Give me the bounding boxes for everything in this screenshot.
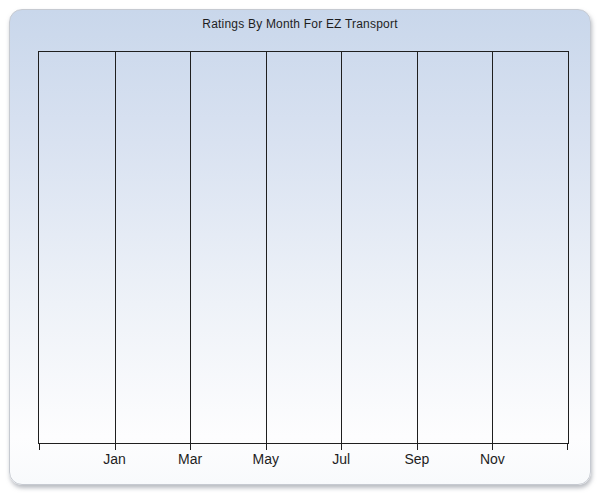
chart-panel: Ratings By Month For EZ Transport JanMar…: [9, 9, 591, 485]
x-axis-tick: [417, 443, 418, 450]
x-axis-tick: [115, 443, 116, 450]
x-axis-tick: [492, 443, 493, 450]
x-axis-label: Sep: [404, 451, 429, 467]
vertical-gridline: [115, 52, 116, 443]
vertical-gridline: [341, 52, 342, 443]
x-axis-label: Mar: [178, 451, 202, 467]
vertical-gridline: [492, 52, 493, 443]
vertical-gridline: [190, 52, 191, 443]
chart-title: Ratings By Month For EZ Transport: [10, 17, 590, 31]
x-axis-tick: [341, 443, 342, 450]
x-axis-tick: [190, 443, 191, 450]
x-axis-tick: [567, 443, 568, 450]
page-background: Ratings By Month For EZ Transport JanMar…: [0, 0, 600, 500]
vertical-gridline: [266, 52, 267, 443]
x-axis-label: May: [252, 451, 278, 467]
plot-area: JanMarMayJulSepNov: [38, 51, 569, 444]
x-axis-label: Jan: [103, 451, 126, 467]
x-axis-label: Jul: [332, 451, 350, 467]
x-axis-label: Nov: [480, 451, 505, 467]
vertical-gridline: [417, 52, 418, 443]
x-axis-tick: [266, 443, 267, 450]
x-axis-tick: [39, 443, 40, 450]
